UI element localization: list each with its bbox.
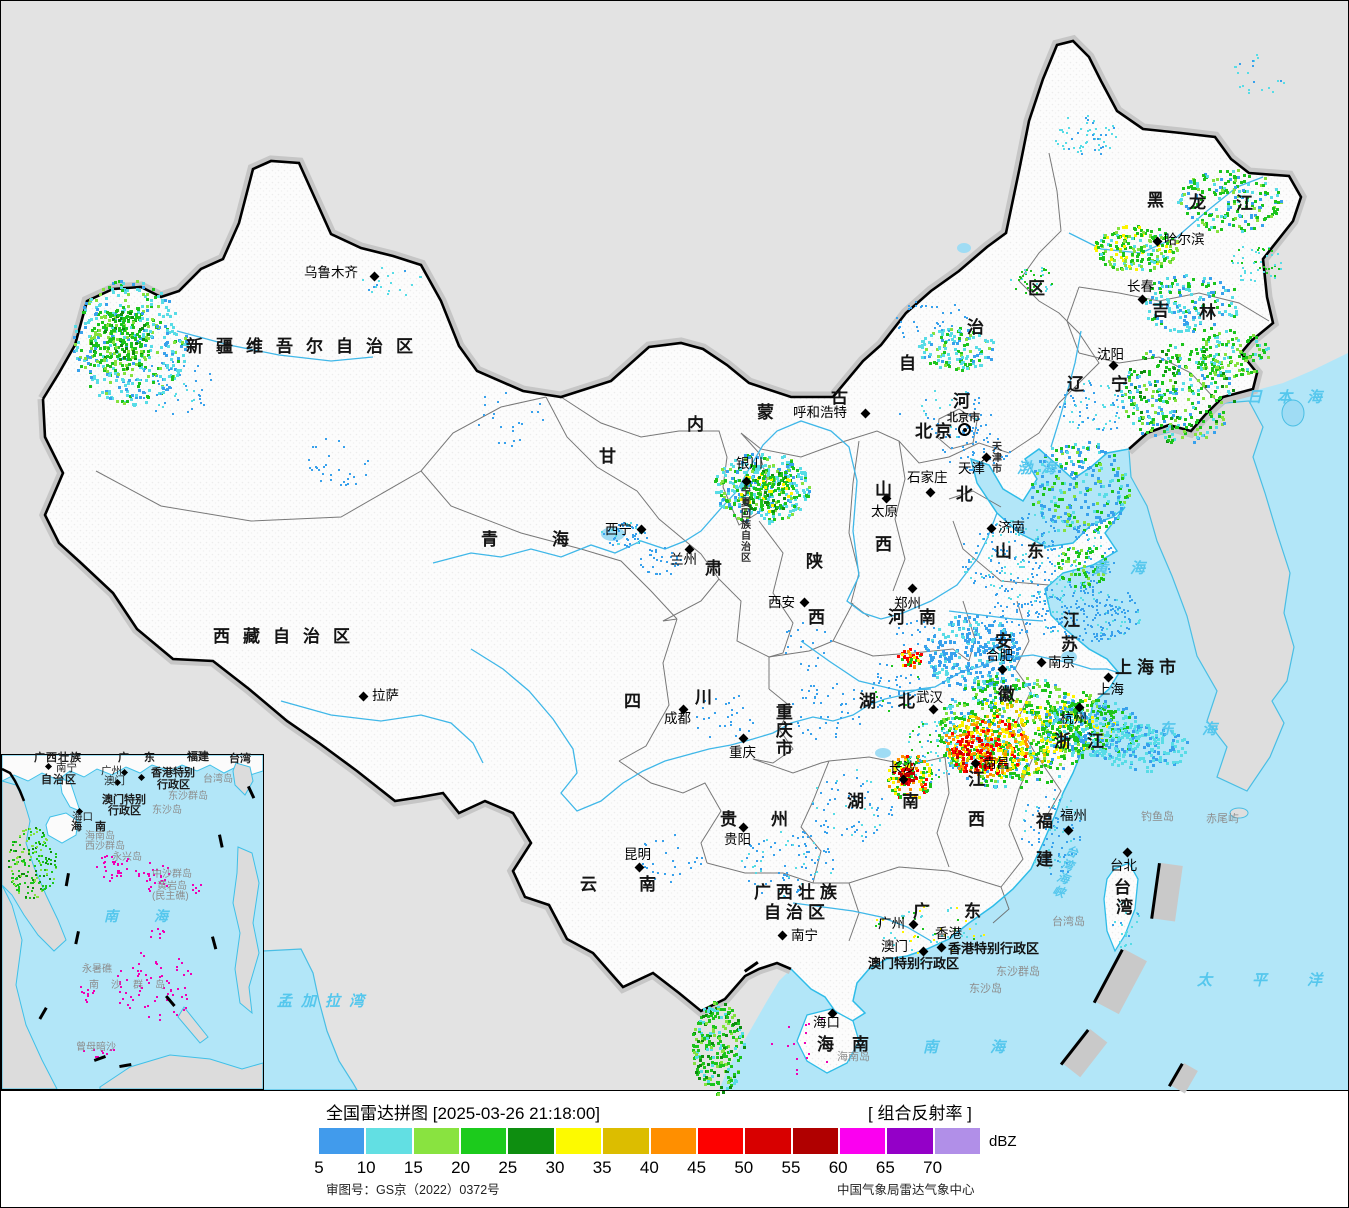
colorbar-tick: 45 xyxy=(687,1158,706,1178)
colorbar-swatch xyxy=(366,1128,411,1154)
credit-text: 中国气象局雷达气象中心 xyxy=(837,1179,975,1198)
colorbar-tick: 60 xyxy=(829,1158,848,1178)
jeju-island xyxy=(1230,808,1248,818)
colorbar-tick: 30 xyxy=(546,1158,565,1178)
legend-panel: 全国雷达拼图 [2025-03-26 21:18:00] [ 组合反射率 ] 5… xyxy=(1,1091,1348,1207)
colorbar-tick: 50 xyxy=(734,1158,753,1178)
colorbar-swatch xyxy=(698,1128,743,1154)
dbz-unit-label: dBZ xyxy=(989,1133,1017,1150)
colorbar-tick: 5 xyxy=(314,1158,323,1178)
colorbar-tick: 55 xyxy=(782,1158,801,1178)
colorbar-swatch xyxy=(887,1128,932,1154)
colorbar-tick: 70 xyxy=(923,1158,942,1178)
colorbar xyxy=(319,1128,980,1154)
map-license-text: 审图号：GS京（2022）0372号 xyxy=(326,1179,500,1198)
colorbar-tick: 15 xyxy=(404,1158,423,1178)
colorbar-swatch xyxy=(840,1128,885,1154)
colorbar-swatch xyxy=(935,1128,980,1154)
colorbar-tick: 40 xyxy=(640,1158,659,1178)
colorbar-tick: 20 xyxy=(451,1158,470,1178)
product-label: [ 组合反射率 ] xyxy=(868,1099,972,1124)
south-china-sea-inset xyxy=(1,754,264,1090)
colorbar-swatch xyxy=(414,1128,459,1154)
colorbar-tick: 65 xyxy=(876,1158,895,1178)
colorbar-swatch xyxy=(603,1128,648,1154)
colorbar-swatch xyxy=(461,1128,506,1154)
colorbar-swatch xyxy=(508,1128,553,1154)
colorbar-tick: 35 xyxy=(593,1158,612,1178)
colorbar-swatch xyxy=(793,1128,838,1154)
colorbar-tick: 25 xyxy=(498,1158,517,1178)
colorbar-ticks: 5 10 15 20 25 30 35 40 45 50 55 60 65 70 xyxy=(1,1158,1348,1178)
colorbar-swatch xyxy=(556,1128,601,1154)
china-radar-map: 新疆维吾尔自治区 西藏自治区 青海内蒙古自治区甘肃陕西山西河北山东 河南江苏安徽湖北湖… xyxy=(1,1,1348,1091)
mosaic-title: 全国雷达拼图 [2025-03-26 21:18:00] xyxy=(326,1099,600,1124)
colorbar-swatch xyxy=(319,1128,364,1154)
colorbar-swatch xyxy=(745,1128,790,1154)
colorbar-tick: 10 xyxy=(357,1158,376,1178)
colorbar-swatch xyxy=(651,1128,696,1154)
